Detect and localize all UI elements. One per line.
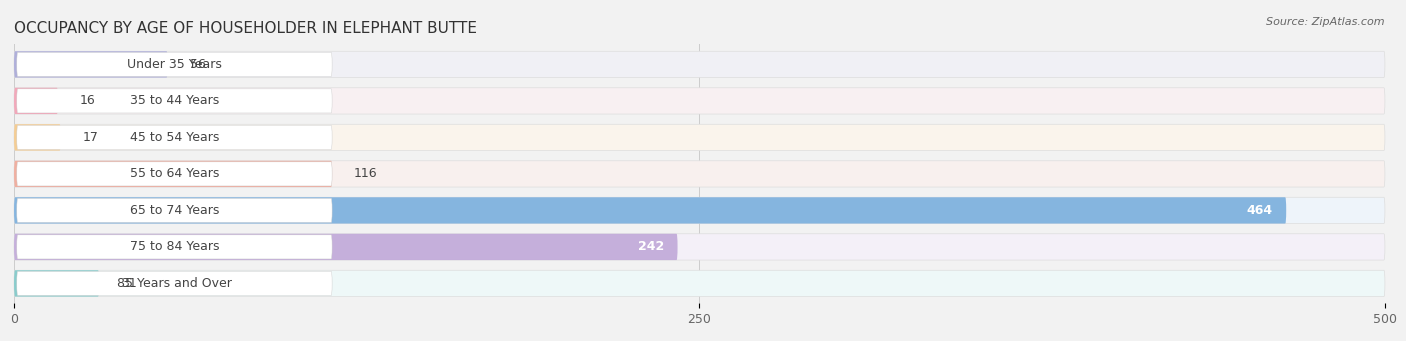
Text: 116: 116 [354,167,378,180]
Text: 56: 56 [190,58,205,71]
FancyBboxPatch shape [14,124,60,150]
FancyBboxPatch shape [14,234,1385,260]
FancyBboxPatch shape [14,51,1385,77]
FancyBboxPatch shape [14,234,678,260]
Text: 85 Years and Over: 85 Years and Over [117,277,232,290]
Text: 55 to 64 Years: 55 to 64 Years [129,167,219,180]
FancyBboxPatch shape [17,89,332,113]
FancyBboxPatch shape [14,88,1385,114]
FancyBboxPatch shape [14,124,1385,150]
Text: 75 to 84 Years: 75 to 84 Years [129,240,219,253]
FancyBboxPatch shape [14,197,1286,224]
FancyBboxPatch shape [14,88,58,114]
Text: 16: 16 [80,94,96,107]
FancyBboxPatch shape [17,53,332,76]
FancyBboxPatch shape [14,270,98,297]
Text: Under 35 Years: Under 35 Years [127,58,222,71]
FancyBboxPatch shape [14,161,1385,187]
Text: 65 to 74 Years: 65 to 74 Years [129,204,219,217]
FancyBboxPatch shape [17,162,332,186]
Text: OCCUPANCY BY AGE OF HOUSEHOLDER IN ELEPHANT BUTTE: OCCUPANCY BY AGE OF HOUSEHOLDER IN ELEPH… [14,21,477,36]
FancyBboxPatch shape [17,235,332,259]
Text: Source: ZipAtlas.com: Source: ZipAtlas.com [1267,17,1385,27]
Text: 242: 242 [637,240,664,253]
Text: 45 to 54 Years: 45 to 54 Years [129,131,219,144]
Text: 31: 31 [121,277,136,290]
FancyBboxPatch shape [17,271,332,295]
Text: 464: 464 [1246,204,1272,217]
Text: 17: 17 [83,131,98,144]
FancyBboxPatch shape [14,51,167,77]
Text: 35 to 44 Years: 35 to 44 Years [129,94,219,107]
FancyBboxPatch shape [17,198,332,222]
FancyBboxPatch shape [17,125,332,149]
FancyBboxPatch shape [14,161,332,187]
FancyBboxPatch shape [14,197,1385,224]
FancyBboxPatch shape [14,270,1385,297]
